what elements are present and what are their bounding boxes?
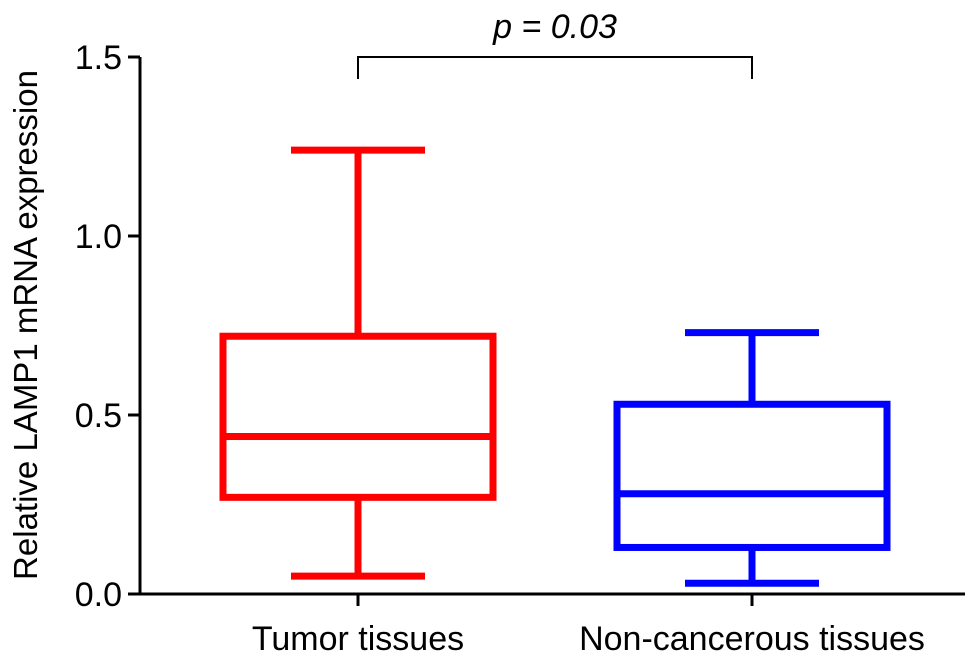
annotation-layer: p = 0.03 — [357, 8, 753, 79]
x-tick-label: Non-cancerous tissues — [579, 620, 925, 658]
iqr-box — [613, 400, 891, 551]
y-tick-label: 1.0 — [75, 218, 122, 256]
y-tick-label: 0.5 — [75, 397, 122, 435]
y-tick-label: 0.0 — [75, 576, 122, 614]
y-tick-label: 1.5 — [75, 39, 122, 77]
x-tick-label: Tumor tissues — [252, 620, 464, 658]
iqr-box — [219, 332, 497, 501]
significance-bracket — [357, 56, 753, 79]
p-value-label: p = 0.03 — [492, 8, 617, 46]
boxes-layer — [219, 146, 891, 587]
y-axis-label: Relative LAMP1 mRNA expression — [7, 70, 44, 580]
axes-layer: 0.0 0.5 1.0 1.5 Relative LAMP1 mRNA expressi… — [7, 39, 965, 658]
